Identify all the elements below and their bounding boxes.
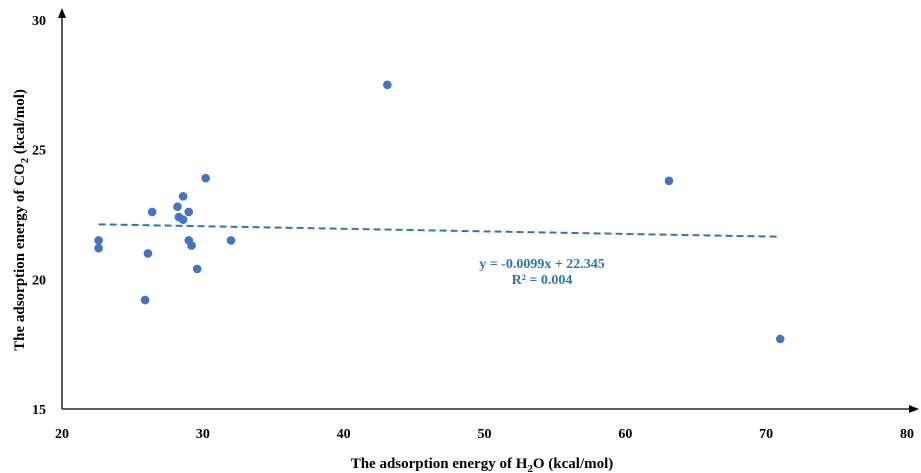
data-point bbox=[94, 236, 103, 245]
trend-r-squared: R² = 0.004 bbox=[512, 273, 573, 288]
y-tick-label: 25 bbox=[32, 144, 46, 159]
data-point bbox=[226, 236, 236, 245]
data-point bbox=[94, 243, 103, 253]
x-tick-label: 50 bbox=[478, 427, 492, 442]
trend-equation: y = -0.0099x + 22.345 bbox=[479, 257, 605, 272]
y-tick-label: 20 bbox=[32, 273, 46, 288]
data-point bbox=[192, 264, 202, 274]
y-axis-title: The adsorption energy of CO2 (kcal/mol) bbox=[12, 89, 31, 351]
trendline bbox=[98, 223, 781, 238]
x-tick-label: 40 bbox=[337, 427, 351, 442]
data-point bbox=[664, 176, 674, 186]
x-tick-label: 20 bbox=[55, 427, 69, 442]
data-points bbox=[94, 80, 785, 344]
x-axis-arrow bbox=[909, 405, 919, 413]
y-tick-label: 15 bbox=[32, 403, 46, 418]
x-tick-label: 80 bbox=[900, 427, 914, 442]
data-point bbox=[143, 249, 153, 258]
y-axis-arrow bbox=[58, 8, 66, 18]
y-tick-labels: 15 20 25 30 bbox=[32, 14, 46, 418]
data-point bbox=[178, 192, 188, 201]
data-point bbox=[140, 295, 150, 305]
x-tick-label: 60 bbox=[618, 427, 632, 442]
data-point bbox=[147, 207, 157, 217]
x-tick-label: 70 bbox=[759, 427, 773, 442]
data-point bbox=[187, 241, 196, 250]
x-tick-labels: 20 30 40 50 60 70 80 bbox=[55, 427, 914, 442]
data-point bbox=[178, 215, 188, 224]
x-axis-title: The adsorption energy of H2O (kcal/mol) bbox=[351, 456, 614, 473]
data-point bbox=[201, 173, 210, 183]
data-point bbox=[173, 202, 182, 212]
data-point bbox=[184, 207, 194, 217]
data-point bbox=[383, 80, 392, 90]
data-point bbox=[775, 334, 785, 344]
y-tick-label: 30 bbox=[32, 14, 46, 29]
x-tick-label: 30 bbox=[196, 427, 210, 442]
